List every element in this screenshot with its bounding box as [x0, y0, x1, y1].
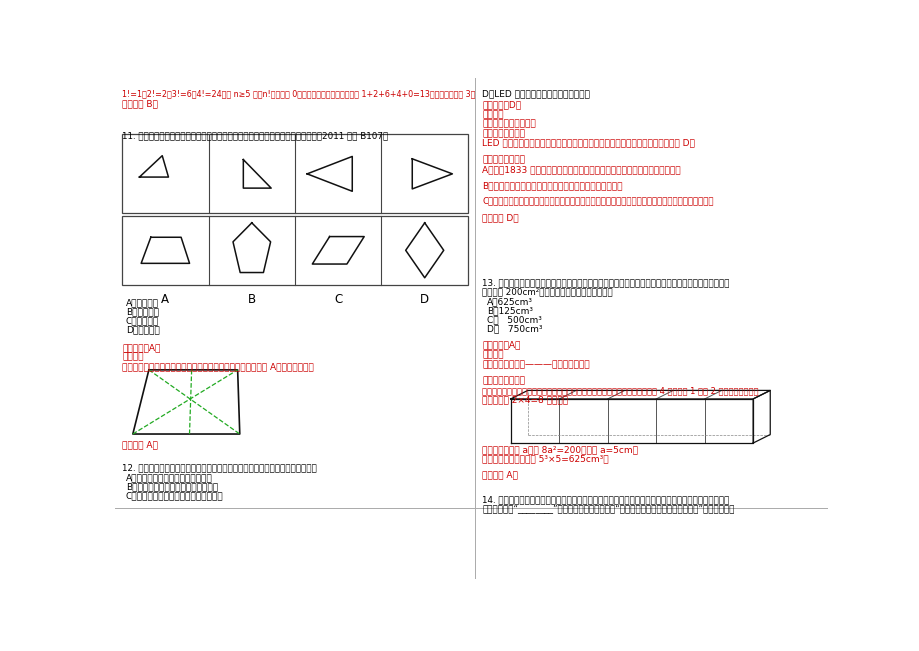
Text: 第一步：分析考点: 第一步：分析考点 [482, 130, 525, 138]
Text: C: C [334, 293, 342, 306]
Text: 设正方体边长为 a，则 8a²=200，解得 a=5cm；: 设正方体边长为 a，则 8a²=200，解得 a=5cm； [482, 445, 638, 454]
Text: 因此长方体木块体积为 5³×5=625cm³。: 因此长方体木块体积为 5³×5=625cm³。 [482, 454, 608, 463]
Text: C、温度升高，半导体的电阱会随之变高: C、温度升高，半导体的电阱会随之变高 [126, 491, 223, 500]
Text: 故本题选 B。: 故本题选 B。 [122, 100, 158, 109]
Text: 第二步：分析选项: 第二步：分析选项 [482, 156, 525, 165]
Text: 人，就有被人“________”的威胁。所以，我们要有“宝剑锋从磨砺出，梅花香自苦寒来”的定力，逐渐: 人，就有被人“________”的威胁。所以，我们要有“宝剑锋从磨砺出，梅花香自… [482, 504, 734, 513]
Text: 正确答案：A。: 正确答案：A。 [482, 340, 520, 350]
Text: 正确答案：D。: 正确答案：D。 [482, 101, 521, 109]
Text: A、麦克斯韦首次发现了半导体现象: A、麦克斯韦首次发现了半导体现象 [126, 473, 212, 482]
Text: 据题题意，长方体木块是正方形木块一字排列组成，故切割为五个正方体共切割 4 下，每切 1 下多 2 个截面，因此表面: 据题题意，长方体木块是正方形木块一字排列组成，故切割为五个正方体共切割 4 下，… [482, 386, 758, 395]
Text: A: A [161, 293, 169, 306]
Text: B、125cm³: B、125cm³ [487, 307, 533, 316]
Text: 故本题选 D。: 故本题选 D。 [482, 214, 518, 223]
Text: C选项：一般情况下，金属的电阱随温度升高而增加，但半导体的电阱随着温度的上升而降低，排除。: C选项：一般情况下，金属的电阱随温度升高而增加，但半导体的电阱随着温度的上升而降… [482, 197, 713, 206]
Text: 13. 一个长方体木块恰能切割成五个正方体木块，五个正方体木块表面积之和比原来的长方体木块的表面: 13. 一个长方体木块恰能切割成五个正方体木块，五个正方体木块表面积之和比原来的… [482, 279, 729, 288]
Text: 积增加了 200cm²。则长方体木块的体积为多少？: 积增加了 200cm²。则长方体木块的体积为多少？ [482, 288, 612, 297]
Text: A、如图所示: A、如图所示 [126, 299, 158, 308]
Text: 14. 在芯片、操作系统等很多方面，我们需要下定决心、攻坚克难，自力更生，因为一旦核心技术受制于: 14. 在芯片、操作系统等很多方面，我们需要下定决心、攻坚克难，自力更生，因为一… [482, 495, 729, 504]
Text: 答案解析: 答案解析 [122, 353, 143, 362]
Text: D、LED 灯利用半导体将电能转化为光能: D、LED 灯利用半导体将电能转化为光能 [482, 89, 589, 98]
Text: D: D [420, 293, 429, 306]
Text: 故本题选 A。: 故本题选 A。 [482, 470, 517, 479]
Text: 本题为物理相关常识。: 本题为物理相关常识。 [482, 120, 536, 129]
Text: A、625cm³: A、625cm³ [487, 298, 533, 307]
Text: 1!=1、2!=2、3!=6、4!=24，当 n≥5 时，n!的尾数为 0，因此原式各项尾数的加和为 1+2+6+4+0=13，所以个位数是 3。: 1!=1、2!=2、3!=6、4!=24，当 n≥5 时，n!的尾数为 0，因此… [122, 89, 475, 98]
Text: A选项：1833 年，英国科学家电子学之父法拉第最先发现半导体现象，排除。: A选项：1833 年，英国科学家电子学之父法拉第最先发现半导体现象，排除。 [482, 165, 680, 174]
Text: 积共增加了 2×4=8 个截面。: 积共增加了 2×4=8 个截面。 [482, 395, 568, 404]
Text: B、如图所示: B、如图所示 [126, 308, 158, 316]
Text: 11. 下边四个图形中，只有一个是由上边的四个图形拼合而成的，请把它找出来。》2011 江苏 B107《: 11. 下边四个图形中，只有一个是由上边的四个图形拼合而成的，请把它找出来。》2… [122, 132, 388, 141]
Text: 12. 半导体在我们的日常生活中有着广泛应用，下列关于半导体的说法正确的是：: 12. 半导体在我们的日常生活中有着广泛应用，下列关于半导体的说法正确的是： [122, 463, 317, 472]
Text: 答案解析: 答案解析 [482, 110, 503, 119]
Text: C、   500cm³: C、 500cm³ [487, 316, 541, 325]
Text: C、如图所示: C、如图所示 [126, 317, 159, 326]
Text: B、所有半导体材料都属于金属化合物: B、所有半导体材料都属于金属化合物 [126, 482, 218, 491]
Text: D、如图所示: D、如图所示 [126, 326, 159, 335]
Text: 本题考点为图形拼接，根据平行等长相消的方法可判断答案为 A，如下图所示：: 本题考点为图形拼接，根据平行等长相消的方法可判断答案为 A，如下图所示： [122, 362, 313, 371]
Text: LED 灯是一种通过利用半导体能够将电能转化为光能的固态半导体器件，所以选 D。: LED 灯是一种通过利用半导体能够将电能转化为光能的固态半导体器件，所以选 D。 [482, 139, 695, 148]
Text: 第一步：判断题型———本题为几何问题: 第一步：判断题型———本题为几何问题 [482, 360, 589, 369]
Text: B: B [247, 293, 255, 306]
Text: 答案解析: 答案解析 [482, 350, 503, 359]
Text: 正确答案：A。: 正确答案：A。 [122, 344, 160, 353]
Text: D、   750cm³: D、 750cm³ [487, 325, 542, 334]
Text: 第二步：分析作答: 第二步：分析作答 [482, 376, 525, 385]
Text: B选项：硅、锇是半导体材料，但不是金属化合物。排除。: B选项：硅、锇是半导体材料，但不是金属化合物。排除。 [482, 181, 622, 190]
Bar [122, 216, 468, 284]
Text: 故本题选 A。: 故本题选 A。 [122, 440, 158, 449]
Bar [122, 134, 468, 214]
